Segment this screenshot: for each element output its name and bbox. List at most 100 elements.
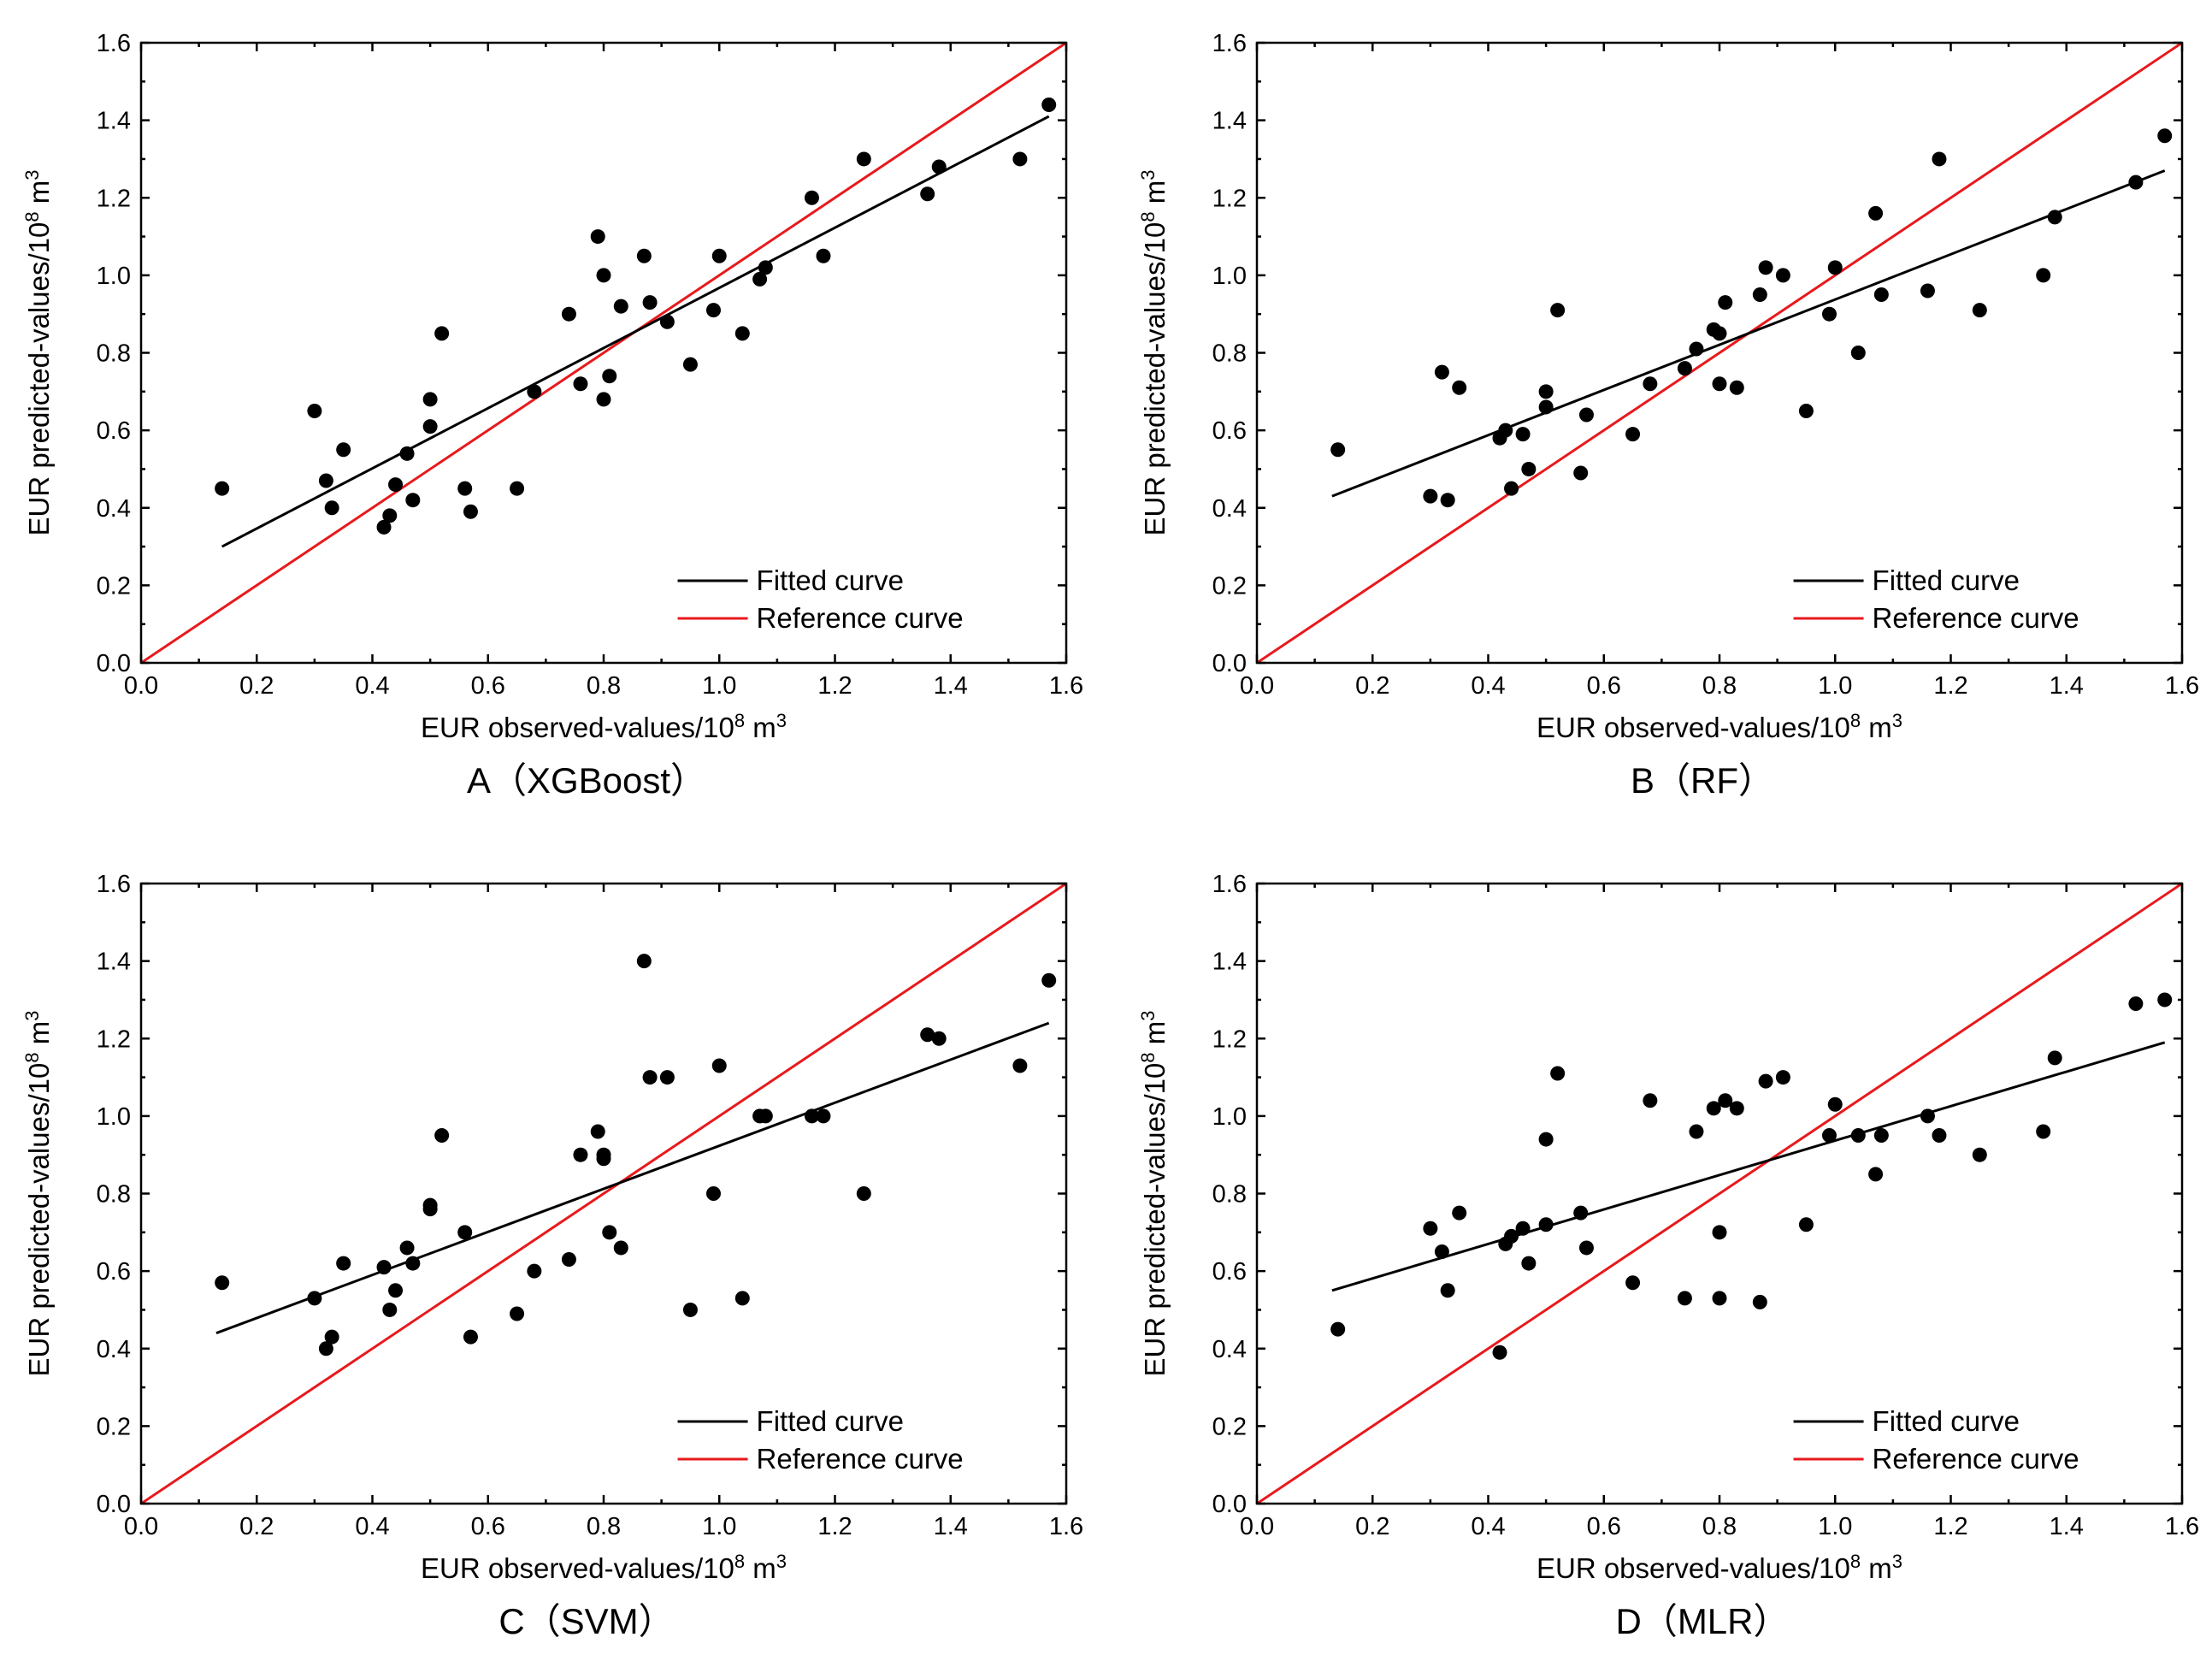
data-point bbox=[1538, 1217, 1554, 1232]
x-axis-unit: m bbox=[1861, 712, 1892, 743]
data-point bbox=[590, 229, 605, 245]
y-tick-label: 1.6 bbox=[1212, 871, 1247, 898]
x-tick-label: 1.0 bbox=[702, 1513, 736, 1540]
data-point bbox=[1643, 1093, 1658, 1108]
data-point bbox=[527, 384, 542, 399]
legend-reference-label: Reference curve bbox=[757, 602, 964, 634]
y-axis-label-text: EUR predicted-values/10 bbox=[23, 222, 55, 536]
panel-caption: C（SVM） bbox=[498, 1601, 674, 1641]
data-point bbox=[711, 1058, 727, 1073]
data-point bbox=[1440, 493, 1455, 508]
x-tick-label: 0.2 bbox=[239, 672, 274, 700]
y-tick-label: 1.6 bbox=[97, 871, 131, 898]
data-point bbox=[734, 326, 750, 341]
data-point bbox=[1752, 287, 1767, 303]
y-tick-label: 0.0 bbox=[1212, 650, 1247, 677]
x-axis-unit: m bbox=[745, 712, 776, 743]
x-axis-unit-power: 8 bbox=[734, 1551, 745, 1572]
data-point bbox=[642, 1070, 658, 1085]
y-tick-label: 0.2 bbox=[97, 572, 131, 600]
fitted-line bbox=[1331, 169, 2166, 498]
x-tick-label: 1.2 bbox=[817, 672, 852, 700]
panel-caption: B（RF） bbox=[1631, 760, 1774, 801]
data-point bbox=[1677, 1291, 1692, 1306]
data-point bbox=[1758, 1073, 1773, 1089]
y-tick-label: 0.2 bbox=[97, 1413, 131, 1440]
x-tick-label: 1.6 bbox=[2165, 672, 2199, 700]
x-axis-unit-cube: 3 bbox=[776, 1551, 787, 1572]
data-point bbox=[816, 248, 831, 263]
x-axis-label: EUR observed-values/108 m3 bbox=[421, 710, 787, 744]
x-tick-label: 1.0 bbox=[1818, 672, 1852, 700]
x-axis-label-text: EUR observed-values/10 bbox=[421, 1552, 734, 1584]
data-point bbox=[1452, 380, 1467, 395]
chart-panel-a: 0.0 0.2 0.4 0.6 0.8 1.0 1.2 1.4 1.6 0.0 0.2 0.4 0.6 0… bbox=[21, 30, 1084, 801]
data-point bbox=[1972, 1147, 1987, 1162]
y-axis-label-text: EUR predicted-values/10 bbox=[23, 1063, 55, 1377]
data-point bbox=[422, 392, 438, 407]
data-point bbox=[1578, 1240, 1594, 1256]
y-axis-unit-cube: 3 bbox=[1137, 169, 1159, 180]
y-tick-label: 0.8 bbox=[1212, 1181, 1247, 1209]
reference-line bbox=[1257, 884, 2182, 1504]
y-axis-label-text: EUR predicted-values/10 bbox=[1139, 1063, 1171, 1377]
data-point bbox=[758, 1108, 773, 1124]
data-point bbox=[1573, 465, 1589, 481]
data-point bbox=[215, 481, 230, 496]
data-point bbox=[659, 314, 675, 329]
data-point bbox=[636, 954, 652, 969]
legend-reference-label: Reference curve bbox=[1873, 1443, 2079, 1475]
fitted-line bbox=[221, 115, 1050, 548]
data-point bbox=[1012, 1058, 1028, 1073]
x-tick-label: 1.0 bbox=[1818, 1513, 1852, 1540]
chart-panel-c: 0.0 0.2 0.4 0.6 0.8 1.0 1.2 1.4 1.6 0.0 0.2 0.4 0.6 0… bbox=[21, 871, 1084, 1641]
y-tick-label: 0.4 bbox=[1212, 495, 1247, 523]
x-tick-label: 0.2 bbox=[239, 1513, 274, 1540]
y-axis-label: EUR predicted-values/108 m3 bbox=[1137, 169, 1171, 535]
y-axis-unit-cube: 3 bbox=[1137, 1010, 1159, 1020]
data-point bbox=[1932, 1128, 1947, 1144]
x-tick-label: 0.0 bbox=[1240, 672, 1274, 700]
x-axis-unit-cube: 3 bbox=[1892, 1551, 1902, 1572]
x-axis-unit: m bbox=[1861, 1552, 1892, 1584]
data-point bbox=[1423, 488, 1438, 504]
data-point bbox=[1578, 407, 1594, 423]
y-tick-label: 0.0 bbox=[1212, 1491, 1247, 1518]
fitted-line bbox=[215, 1021, 1050, 1335]
y-tick-label: 1.0 bbox=[97, 263, 131, 290]
data-point bbox=[596, 392, 611, 407]
y-tick-label: 1.2 bbox=[1212, 185, 1247, 212]
data-point bbox=[1729, 380, 1744, 395]
x-tick-label: 0.4 bbox=[355, 1513, 389, 1540]
y-tick-label: 1.4 bbox=[97, 108, 131, 135]
data-point bbox=[2036, 1124, 2051, 1139]
data-point bbox=[1827, 1096, 1843, 1112]
x-axis-label: EUR observed-values/108 m3 bbox=[1537, 710, 1902, 744]
y-tick-label: 1.0 bbox=[1212, 1103, 1247, 1131]
reference-line bbox=[141, 43, 1066, 663]
data-point bbox=[1434, 364, 1449, 380]
data-point bbox=[711, 248, 727, 263]
y-axis-unit-power: 8 bbox=[21, 211, 43, 222]
data-point bbox=[527, 1263, 542, 1279]
x-tick-label: 1.4 bbox=[2050, 1513, 2084, 1540]
x-tick-label: 1.6 bbox=[2165, 1513, 2199, 1540]
y-tick-label: 0.6 bbox=[1212, 417, 1247, 445]
y-tick-label: 0.6 bbox=[97, 1258, 131, 1286]
data-point bbox=[1677, 361, 1692, 376]
data-point bbox=[596, 1151, 611, 1167]
x-axis-label: EUR observed-values/108 m3 bbox=[1537, 1551, 1902, 1585]
data-point bbox=[734, 1291, 750, 1306]
y-tick-label: 1.2 bbox=[97, 1026, 131, 1053]
x-tick-label: 0.6 bbox=[1587, 1513, 1621, 1540]
y-axis-label: EUR predicted-values/108 m3 bbox=[21, 169, 56, 535]
data-point bbox=[336, 442, 351, 458]
y-tick-label: 1.2 bbox=[97, 185, 131, 212]
legend-reference-label: Reference curve bbox=[757, 1443, 964, 1475]
data-point bbox=[2047, 1050, 2062, 1066]
x-tick-label: 0.0 bbox=[1240, 1513, 1274, 1540]
data-point bbox=[602, 1225, 617, 1240]
data-point bbox=[1798, 1217, 1814, 1232]
y-tick-label: 1.4 bbox=[97, 949, 131, 976]
